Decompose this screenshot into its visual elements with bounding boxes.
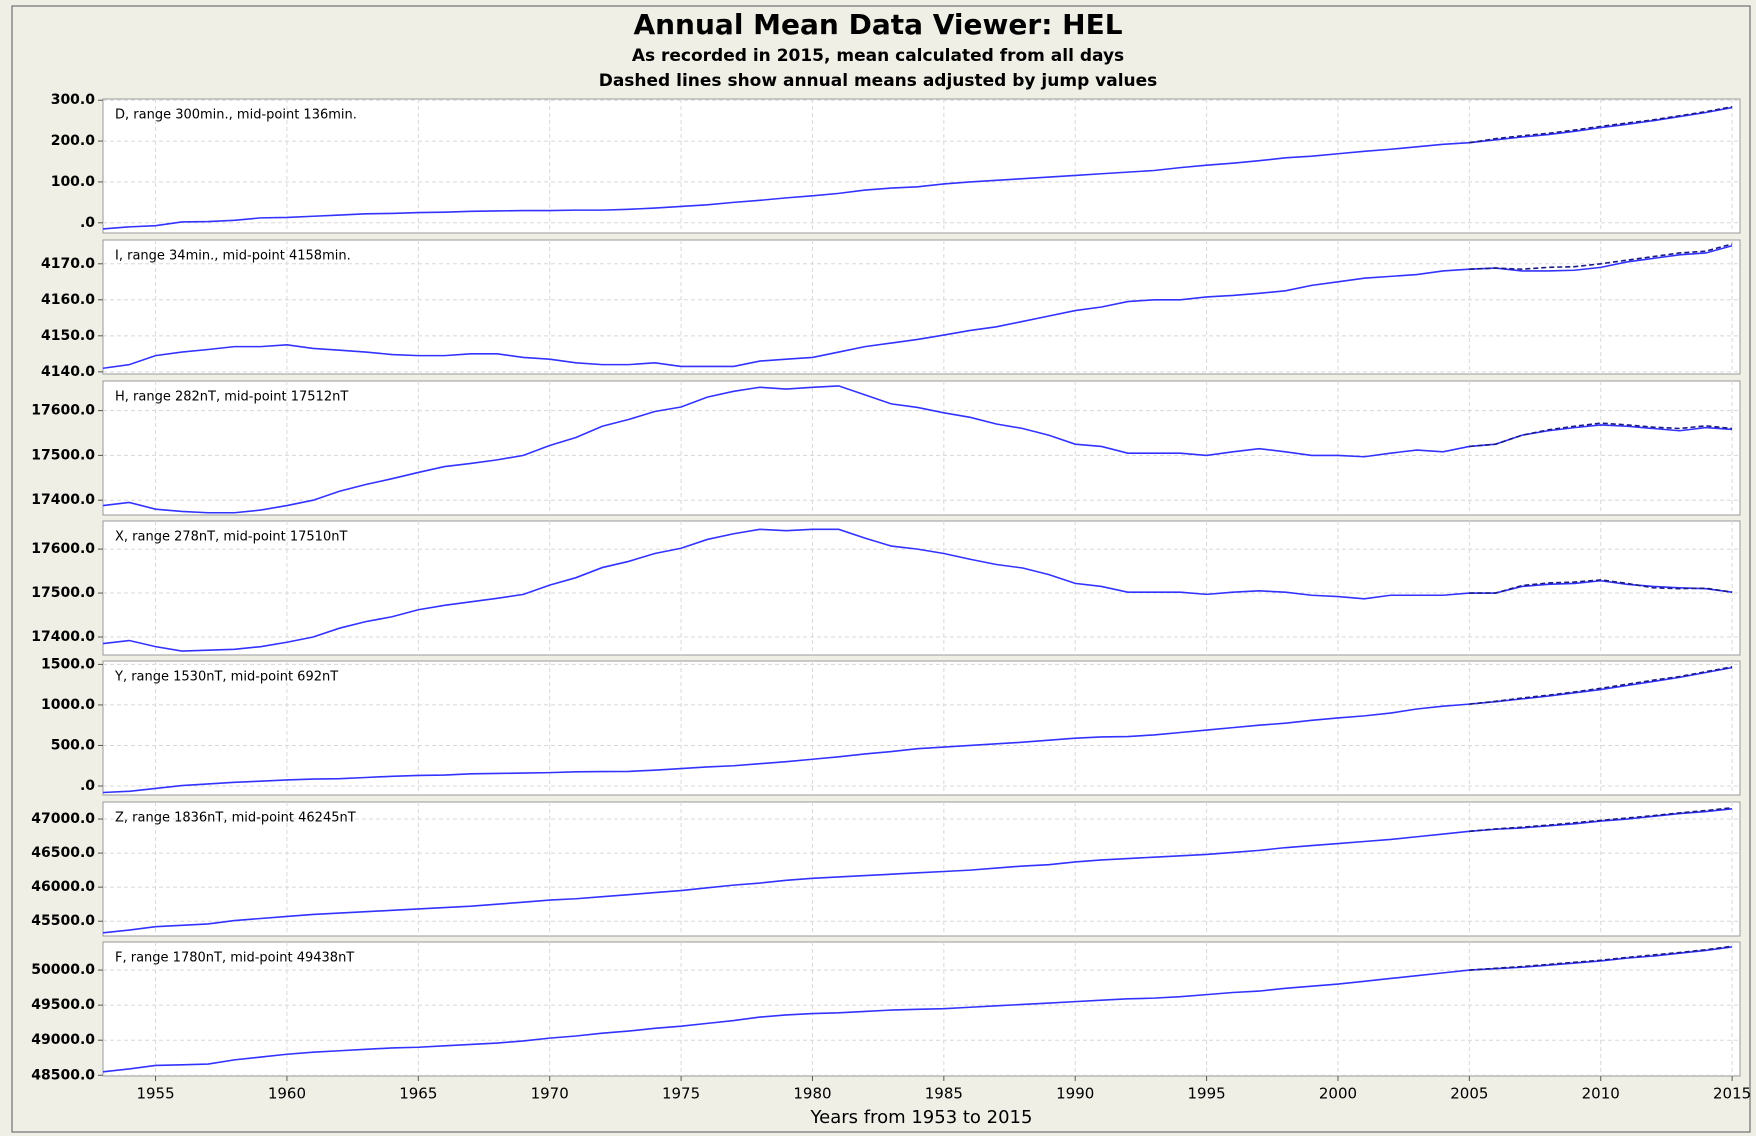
data-line xyxy=(102,528,1733,652)
data-line xyxy=(1469,422,1733,448)
panel-label: D, range 300min., mid-point 136min. xyxy=(115,108,357,123)
x-tick-label: 1985 xyxy=(925,1085,963,1103)
y-tick-label: 500.0 xyxy=(51,737,96,753)
y-tick-label: 45500.0 xyxy=(31,913,95,929)
x-tick-label: 1975 xyxy=(662,1085,700,1103)
panel-label: H, range 282nT, mid-point 17512nT xyxy=(115,390,348,405)
plot-area xyxy=(102,239,1741,375)
y-tick-label: 49000.0 xyxy=(31,1032,95,1048)
data-line xyxy=(102,385,1733,514)
y-tick-label: 48500.0 xyxy=(31,1067,95,1083)
y-tick-label: 4150.0 xyxy=(41,328,95,344)
plot-area xyxy=(102,380,1741,516)
y-tick-label: 17500.0 xyxy=(31,447,95,463)
chart-subtitle: Dashed lines show annual means adjusted … xyxy=(599,71,1158,91)
y-tick-label: 1500.0 xyxy=(41,656,95,672)
y-tick-label: .0 xyxy=(80,778,95,794)
data-line xyxy=(1469,945,1733,971)
data-line xyxy=(1469,105,1733,144)
x-axis-label: Years from 1953 to 2015 xyxy=(810,1107,1033,1128)
panel-label: Z, range 1836nT, mid-point 46245nT xyxy=(115,811,356,826)
data-line xyxy=(102,946,1733,1073)
data-line xyxy=(102,244,1733,370)
y-tick-label: 1000.0 xyxy=(41,697,95,713)
y-tick-label: 4160.0 xyxy=(41,292,95,308)
panel-label: Y, range 1530nT, mid-point 692nT xyxy=(114,670,338,685)
chart-title: Annual Mean Data Viewer: HEL xyxy=(633,8,1122,41)
data-line xyxy=(102,808,1733,934)
x-tick-label: 2005 xyxy=(1450,1085,1488,1103)
x-tick-label: 1955 xyxy=(136,1085,174,1103)
y-tick-label: 4170.0 xyxy=(41,256,95,272)
x-tick-label: 1995 xyxy=(1188,1085,1226,1103)
y-tick-label: 46500.0 xyxy=(31,845,95,861)
y-tick-label: 4140.0 xyxy=(41,364,95,380)
panel-label: I, range 34min., mid-point 4158min. xyxy=(115,249,351,264)
panel-label: X, range 278nT, mid-point 17510nT xyxy=(115,530,347,545)
data-line xyxy=(102,106,1733,230)
data-line xyxy=(1469,806,1733,833)
panel-label: F, range 1780nT, mid-point 49438nT xyxy=(115,951,354,966)
plot-area xyxy=(102,801,1741,937)
x-tick-label: 1970 xyxy=(531,1085,569,1103)
plot-area xyxy=(102,660,1741,796)
y-tick-label: 50000.0 xyxy=(31,962,95,978)
data-line xyxy=(1469,243,1733,270)
x-tick-label: 2010 xyxy=(1582,1085,1620,1103)
y-tick-label: 17600.0 xyxy=(31,541,95,557)
y-tick-label: 17600.0 xyxy=(31,403,95,419)
y-tick-label: 17500.0 xyxy=(31,585,95,601)
x-tick-label: 2000 xyxy=(1319,1085,1357,1103)
x-tick-label: 1990 xyxy=(1056,1085,1094,1103)
x-tick-label: 1965 xyxy=(399,1085,437,1103)
data-line xyxy=(102,666,1733,794)
y-tick-label: .0 xyxy=(80,215,95,231)
y-tick-label: 49500.0 xyxy=(31,997,95,1013)
plot-area xyxy=(102,98,1741,234)
y-tick-label: 47000.0 xyxy=(31,811,95,827)
y-tick-label: 17400.0 xyxy=(31,492,95,508)
x-tick-label: 1960 xyxy=(268,1085,306,1103)
data-line xyxy=(1469,579,1733,594)
chart-subtitle: As recorded in 2015, mean calculated fro… xyxy=(632,46,1124,66)
data-line xyxy=(1469,666,1733,705)
x-tick-label: 1980 xyxy=(793,1085,831,1103)
y-tick-label: 100.0 xyxy=(51,174,96,190)
plot-area xyxy=(102,520,1741,656)
y-tick-label: 46000.0 xyxy=(31,879,95,895)
y-tick-label: 300.0 xyxy=(51,92,96,108)
y-tick-label: 17400.0 xyxy=(31,629,95,645)
y-tick-label: 200.0 xyxy=(51,133,96,149)
x-tick-label: 2015 xyxy=(1713,1085,1751,1103)
